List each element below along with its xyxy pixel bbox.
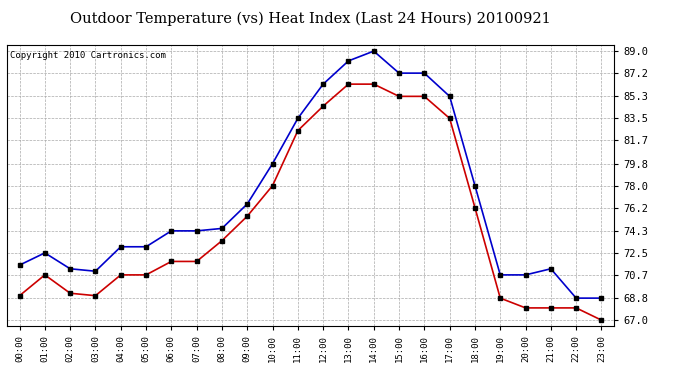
Text: Outdoor Temperature (vs) Heat Index (Last 24 Hours) 20100921: Outdoor Temperature (vs) Heat Index (Las… xyxy=(70,11,551,26)
Text: Copyright 2010 Cartronics.com: Copyright 2010 Cartronics.com xyxy=(10,51,166,60)
